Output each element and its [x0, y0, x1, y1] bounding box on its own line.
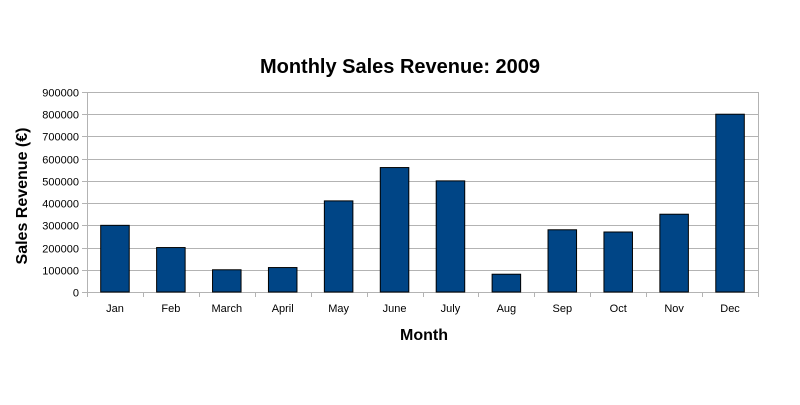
y-axis-label: Sales Revenue (€) — [14, 128, 31, 265]
x-tick-label: May — [328, 303, 349, 315]
y-tick-label: 300000 — [42, 221, 79, 233]
y-tick-label: 900000 — [42, 88, 79, 100]
bar-july — [435, 180, 466, 293]
x-tick-label: April — [272, 303, 294, 315]
plot-area: 0 100000 200000 300000 400000 500000 600000 700… — [42, 88, 759, 315]
bar-oct — [603, 231, 633, 293]
x-tick-label: Sep — [553, 303, 573, 315]
y-tick-label: 100000 — [42, 266, 79, 278]
y-tick-label: 400000 — [42, 199, 79, 211]
bar-feb — [156, 247, 186, 293]
x-tick-label: Jan — [106, 303, 124, 315]
x-tick-label: March — [212, 303, 243, 315]
y-tick-label: 700000 — [42, 132, 79, 144]
y-tick-label: 200000 — [42, 244, 79, 256]
x-tick-label: July — [441, 303, 461, 315]
x-tick-label: Oct — [610, 303, 627, 315]
bar-aug — [491, 273, 522, 293]
x-tick-label: Nov — [664, 303, 684, 315]
bar-may — [323, 200, 354, 293]
bar-jan — [100, 224, 130, 293]
y-tick-label: 800000 — [42, 110, 79, 122]
bar-dec — [715, 113, 745, 293]
x-axis-label: Month — [400, 327, 448, 344]
x-tick-label: Feb — [161, 303, 180, 315]
plot-background — [87, 92, 758, 292]
bar-june — [379, 167, 410, 293]
x-tick-label: Aug — [497, 303, 517, 315]
chart-title: Monthly Sales Revenue: 2009 — [260, 56, 540, 78]
x-tick-label: Dec — [720, 303, 740, 315]
bar-nov — [659, 213, 689, 293]
bar-march — [212, 269, 242, 293]
bar-april — [267, 267, 298, 293]
y-tick-label: 600000 — [42, 155, 79, 167]
bar-sep — [547, 229, 578, 293]
x-tick-label: June — [383, 303, 407, 315]
y-tick-label: 500000 — [42, 177, 79, 189]
y-tick-label: 0 — [73, 288, 79, 300]
